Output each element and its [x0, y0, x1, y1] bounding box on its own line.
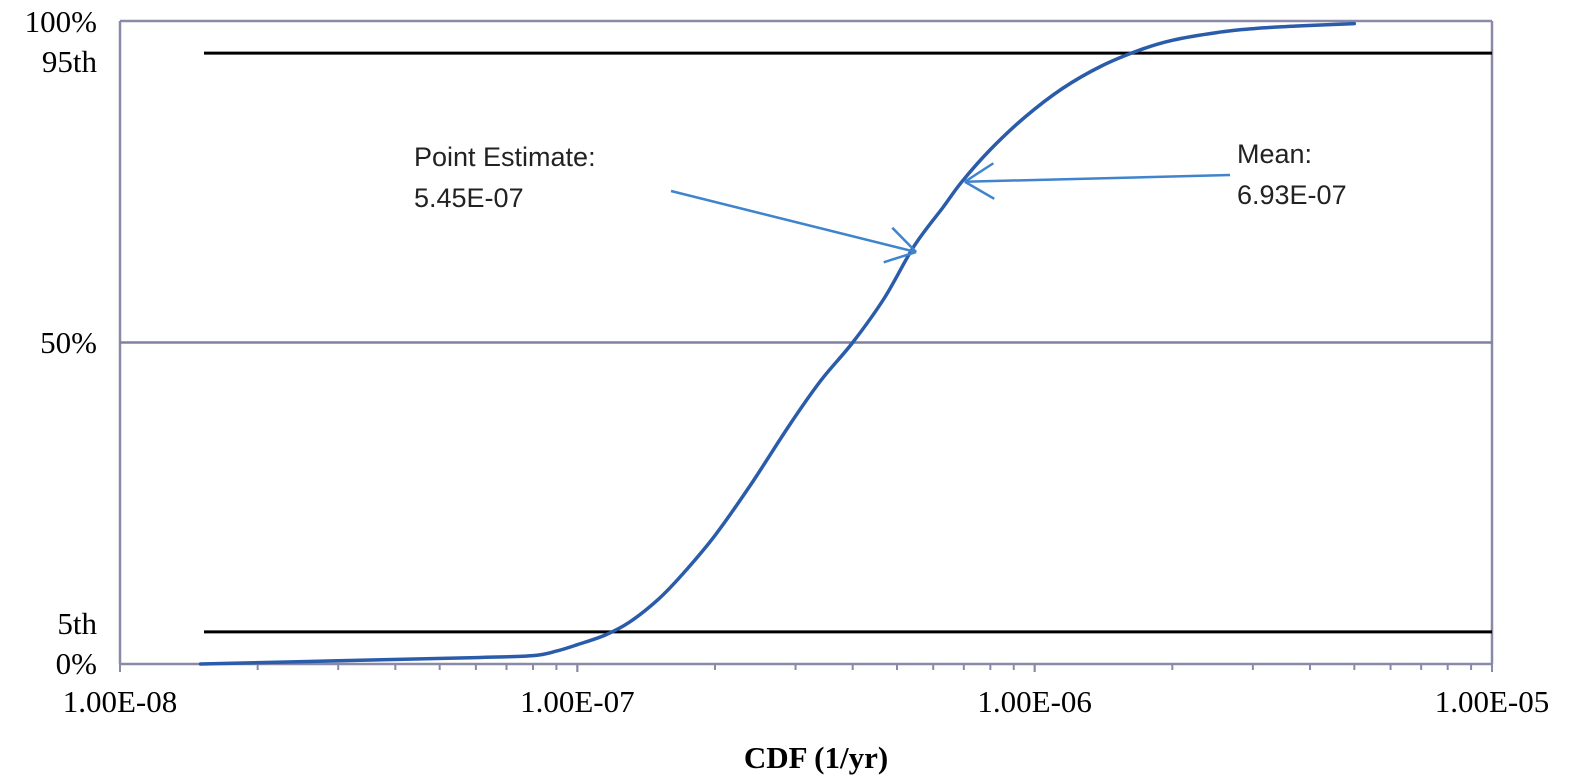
- x-tick-label: 1.00E-05: [1435, 684, 1550, 719]
- mean-arrow: [964, 162, 1231, 200]
- arrow-shaft: [964, 173, 1231, 183]
- y-tick-label: 95th: [42, 44, 98, 79]
- mean-value: 6.93E-07: [1237, 180, 1347, 210]
- point-estimate-label: Point Estimate:: [414, 142, 596, 172]
- mean-label: Mean:: [1237, 139, 1312, 169]
- arrow-head: [964, 162, 995, 183]
- point-estimate-value: 5.45E-07: [414, 183, 524, 213]
- reference-lines: [120, 51, 1492, 634]
- point-estimate-arrow: [670, 189, 918, 264]
- y-tick-label: 5th: [57, 606, 97, 641]
- x-axis-title: CDF (1/yr): [744, 740, 888, 775]
- arrow-head: [891, 226, 918, 253]
- y-tick-label: 50%: [40, 325, 97, 360]
- x-tick-label: 1.00E-07: [520, 684, 635, 719]
- x-tick-label: 1.00E-06: [977, 684, 1092, 719]
- cdf-curve: [198, 21, 1357, 666]
- x-minor-ticks: [119, 664, 1493, 672]
- mean-annotation: Mean: 6.93E-07: [964, 139, 1347, 210]
- arrow-head: [883, 250, 917, 264]
- y-tick-label: 100%: [25, 4, 97, 39]
- x-tick-labels: 1.00E-08 1.00E-07 1.00E-06 1.00E-05: [63, 684, 1550, 719]
- y-tick-label: 0%: [56, 646, 97, 681]
- y-tick-labels: 100% 95th 50% 5th 0%: [25, 4, 98, 681]
- arrow-head: [964, 180, 995, 200]
- x-tick-label: 1.00E-08: [63, 684, 178, 719]
- arrow-shaft: [670, 189, 917, 254]
- point-estimate-annotation: Point Estimate: 5.45E-07: [414, 142, 918, 264]
